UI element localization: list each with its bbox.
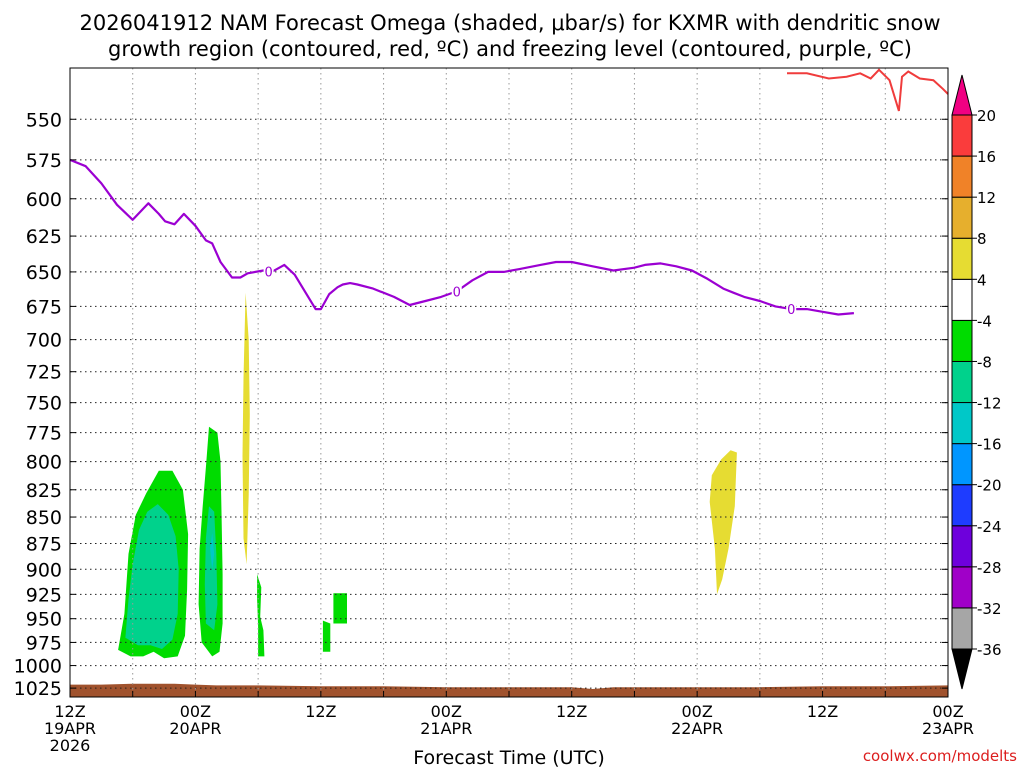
y-tick-label: 550	[26, 109, 62, 131]
omega-region-4	[210, 533, 215, 570]
terrain-layer	[70, 683, 948, 697]
y-tick-label: 850	[26, 507, 62, 529]
y-tick-label: 975	[26, 632, 62, 654]
y-tick-label: 575	[26, 150, 62, 172]
freezing-level-label: 0	[787, 303, 795, 318]
colorbar-label: 8	[977, 230, 987, 248]
pressure-axis: 550 575 600 625 650 675 700 725 750 775 800 825 850 8…	[14, 109, 948, 700]
colorbar-label: 4	[977, 271, 987, 289]
y-tick-label: 1025	[14, 678, 62, 700]
y-tick-label: 900	[26, 559, 62, 581]
y-tick-label: 775	[26, 423, 62, 445]
y-tick-label: 950	[26, 609, 62, 631]
time-axis: 12Z 19APR 2026 00Z 20APR 12Z 00Z 21APR 12Z 00Z 22A…	[44, 691, 974, 755]
y-tick-label: 625	[26, 226, 62, 248]
x-tick-label: 12Z	[807, 702, 838, 721]
colorbar-high-arrow	[951, 74, 973, 116]
colorbar-segment	[951, 525, 973, 568]
y-tick-label: 825	[26, 480, 62, 502]
colorbar-segment	[951, 566, 973, 609]
y-tick-label: 875	[26, 534, 62, 556]
x-tick-label: 00Z 22APR	[671, 702, 723, 738]
contour-label-bg	[786, 302, 797, 316]
chart-title-line-1: 2026041912 NAM Forecast Omega (shaded, μ…	[79, 11, 940, 35]
dgz-contour-line	[787, 68, 949, 112]
colorbar-label: -8	[977, 353, 992, 371]
x-axis-label: Forecast Time (UTC)	[413, 747, 604, 768]
colorbar-label: 12	[977, 189, 996, 207]
contour-label-bg	[263, 264, 274, 278]
freezing-level-line	[69, 158, 854, 316]
x-tick-label: 12Z 19APR 2026	[44, 702, 96, 755]
colorbar-segment	[951, 155, 973, 198]
colorbar-segment	[951, 196, 973, 239]
colorbar-segment	[951, 319, 973, 362]
freezing-level-label: 0	[264, 265, 272, 280]
omega-region-1	[125, 504, 179, 649]
y-tick-label: 725	[26, 362, 62, 384]
contour-label-bg	[451, 284, 462, 298]
colorbar-label: 16	[977, 148, 996, 166]
colorbar-low-arrow	[951, 648, 973, 690]
omega-shading	[118, 292, 737, 659]
colorbar-segment	[951, 484, 973, 527]
colorbar-label: -4	[977, 312, 992, 330]
y-tick-label: 650	[26, 262, 62, 284]
watermark: coolwx.com/modelts	[863, 747, 1017, 765]
colorbar-label: -32	[977, 600, 1002, 618]
x-tick-label: 12Z	[305, 702, 336, 721]
omega-region-7	[333, 593, 347, 624]
omega-region-8	[322, 620, 331, 652]
freezing-level-label: 0	[453, 285, 461, 300]
colorbar-label: 20	[977, 107, 996, 125]
y-tick-label: 1000	[14, 656, 62, 678]
y-tick-label: 675	[26, 296, 62, 318]
x-tick-label: 00Z 23APR	[922, 702, 974, 738]
colorbar-segment	[951, 402, 973, 445]
terrain-fill	[70, 683, 948, 697]
x-tick-label: 12Z	[556, 702, 587, 721]
grid	[70, 68, 948, 697]
omega-region-3	[204, 506, 218, 631]
x-tick-label: 00Z 21APR	[420, 702, 472, 738]
colorbar: -36 -32 -28 -24 -20 -16 -12 -8 -4 4 8 12 16 20	[951, 74, 1002, 690]
colorbar-segment	[951, 607, 973, 650]
colorbar-label: -28	[977, 559, 1002, 577]
y-tick-label: 800	[26, 452, 62, 474]
omega-region-5	[242, 292, 250, 565]
colorbar-label: -36	[977, 641, 1002, 659]
colorbar-label: -16	[977, 436, 1002, 454]
y-tick-label: 925	[26, 584, 62, 606]
colorbar-label: -24	[977, 518, 1002, 536]
contour-lines: 0 0 0	[69, 68, 949, 318]
colorbar-label: -20	[977, 477, 1002, 495]
colorbar-segment	[951, 237, 973, 280]
omega-region-6	[257, 574, 265, 657]
colorbar-segment	[951, 114, 973, 157]
x-tick-label: 00Z 20APR	[169, 702, 221, 738]
y-tick-label: 600	[26, 189, 62, 211]
colorbar-segment	[951, 278, 973, 321]
chart-title-line-2: growth region (contoured, red, ºC) and f…	[108, 37, 912, 61]
omega-region-9	[709, 450, 737, 595]
y-tick-label: 700	[26, 330, 62, 352]
colorbar-label: -12	[977, 395, 1002, 413]
colorbar-segment	[951, 443, 973, 486]
colorbar-segment	[951, 360, 973, 404]
y-tick-label: 750	[26, 393, 62, 415]
